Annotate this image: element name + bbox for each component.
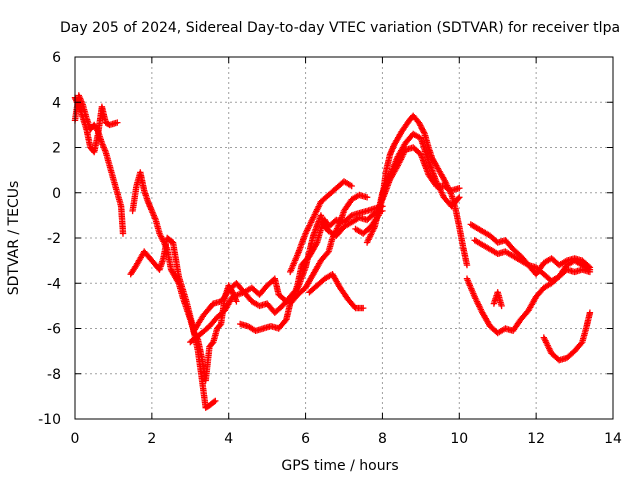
series-trail: [129, 170, 239, 382]
y-tick-label: -10: [38, 412, 61, 428]
series-trail: [72, 96, 119, 155]
y-tick-label: -8: [47, 367, 61, 383]
x-tick-label: 10: [450, 431, 468, 447]
series-track-o: [463, 257, 594, 337]
y-tick-label: 2: [52, 141, 61, 157]
y-tick-label: -2: [47, 231, 61, 247]
series-track-a: [71, 92, 127, 237]
chart-title: Day 205 of 2024, Sidereal Day-to-day VTE…: [60, 20, 620, 36]
x-axis-label: GPS time / hours: [281, 458, 398, 474]
series-track-g: [237, 191, 371, 334]
y-tick-labels: 6 4 2 0 -2 -4 -6 -8 -10: [38, 50, 61, 428]
series-track-l: [379, 144, 463, 203]
series-track-c: [127, 234, 219, 411]
x-tick-label: 4: [224, 431, 233, 447]
series-track-d: [129, 169, 240, 384]
series-track-p: [490, 289, 505, 310]
series-track-h: [287, 178, 355, 276]
series-trail: [188, 208, 385, 345]
series-track-q: [540, 309, 594, 364]
gridlines: [75, 57, 613, 419]
data-points: [71, 92, 594, 411]
series-trail: [287, 179, 354, 274]
x-tick-label: 12: [527, 431, 545, 447]
series-trail: [128, 235, 218, 411]
series-trail: [541, 311, 593, 363]
y-tick-label: 4: [52, 95, 61, 111]
series-trail: [379, 144, 461, 202]
y-tick-label: 0: [52, 186, 61, 202]
x-tick-label: 8: [378, 431, 387, 447]
series-trail: [307, 271, 365, 312]
x-tick-label: 6: [301, 431, 310, 447]
x-tick-label: 14: [604, 431, 622, 447]
y-tick-label: -4: [47, 276, 61, 292]
series-track-i: [306, 271, 367, 312]
series-trail: [491, 290, 505, 308]
y-axis-label: SDTVAR / TECUs: [6, 181, 22, 296]
series-trail: [238, 192, 369, 334]
y-tick-label: -6: [47, 322, 61, 338]
x-tick-labels: 0 2 4 6 8 10 12 14: [71, 431, 622, 447]
x-tick-label: 0: [71, 431, 80, 447]
series-trail: [464, 258, 592, 336]
y-tick-label: 6: [52, 50, 61, 66]
x-tick-label: 2: [147, 431, 156, 447]
series-track-b: [71, 94, 121, 156]
tick-marks: [74, 56, 614, 420]
